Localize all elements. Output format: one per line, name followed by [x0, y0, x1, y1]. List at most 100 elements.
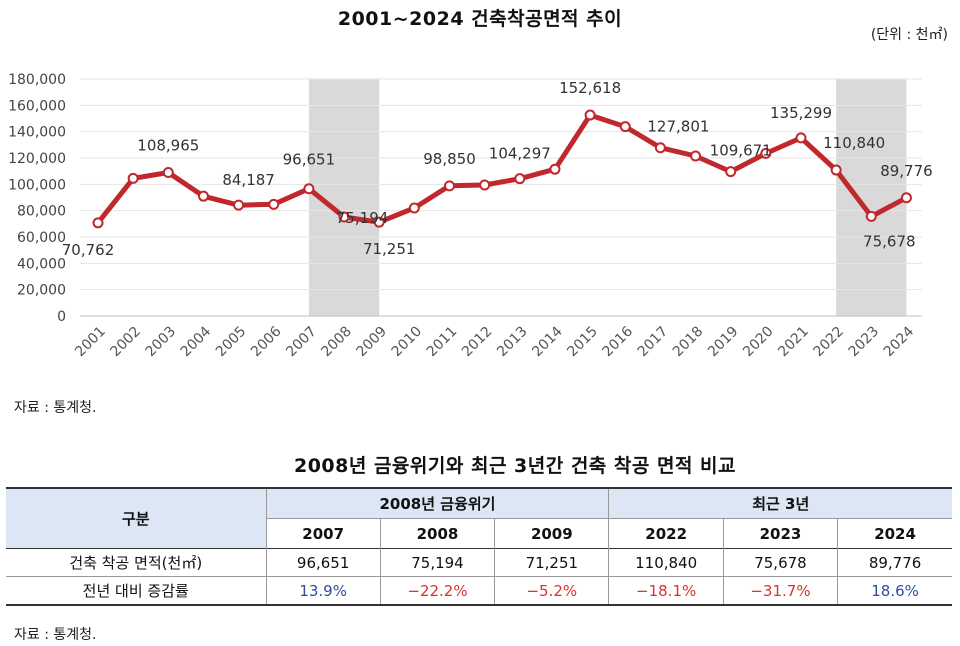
data-label: 70,762: [62, 241, 115, 259]
series-line: [95, 112, 909, 226]
table-cell: −5.2%: [494, 576, 610, 605]
year-header: 2024: [837, 518, 952, 549]
year-header: 2007: [266, 518, 381, 549]
y-tick-label: 100,000: [8, 177, 66, 193]
group-header-2008: 2008년 금융위기: [266, 488, 610, 519]
x-tick-label: 2013: [494, 324, 531, 361]
table-cell: −31.7%: [723, 576, 839, 605]
data-point: [162, 167, 174, 179]
data-point: [197, 190, 209, 202]
table-cell: 110,840: [608, 548, 724, 577]
data-point: [338, 211, 350, 223]
data-label: 75,194: [336, 209, 389, 227]
x-tick-label: 2020: [740, 324, 777, 361]
data-point: [127, 172, 139, 184]
x-tick-label: 2012: [459, 324, 496, 361]
x-tick-label: 2008: [318, 324, 355, 361]
x-tick-label: 2009: [354, 324, 391, 361]
table-cell: 75,194: [380, 548, 496, 577]
comparison-table: 구분 2008년 금융위기 최근 3년 2007 2008 2009 2022 …: [6, 487, 952, 606]
x-tick-label: 2010: [389, 324, 426, 361]
row-label: 건축 착공 면적(천㎡): [6, 548, 267, 577]
data-point: [690, 150, 702, 162]
x-tick-label: 2001: [72, 324, 109, 361]
data-label: 89,776: [880, 162, 933, 180]
y-tick-label: 60,000: [17, 230, 66, 246]
data-point: [233, 199, 245, 211]
data-point: [619, 121, 631, 133]
x-tick-label: 2015: [564, 324, 601, 361]
year-header: 2009: [494, 518, 610, 549]
data-label: 108,965: [137, 137, 199, 155]
x-tick-label: 2019: [705, 324, 742, 361]
gridlines: [80, 78, 922, 317]
data-label: 110,840: [823, 134, 885, 152]
table-cell: 96,651: [266, 548, 381, 577]
data-labels: 70,762 108,965 84,187 96,651 75,194 71,251 98,…: [62, 79, 933, 259]
data-label: 71,251: [363, 240, 416, 258]
y-tick-label: 80,000: [17, 204, 66, 220]
x-tick-label: 2023: [846, 324, 883, 361]
x-tick-label: 2011: [424, 324, 461, 361]
x-tick-label: 2003: [143, 324, 180, 361]
data-point: [373, 216, 385, 228]
data-point: [900, 192, 912, 204]
x-tick-label: 2018: [670, 324, 707, 361]
y-tick-label: 120,000: [8, 151, 66, 167]
y-tick-label: 0: [57, 309, 66, 325]
unit-label: (단위 : 천㎡): [870, 27, 948, 43]
data-point: [830, 164, 842, 176]
table-cell: −22.2%: [380, 576, 496, 605]
group-header-recent: 최근 3년: [608, 488, 952, 519]
data-point: [549, 163, 561, 175]
x-tick-label: 2024: [881, 323, 918, 360]
data-point: [865, 210, 877, 222]
data-point: [268, 198, 280, 210]
data-label: 75,678: [863, 232, 916, 250]
data-label: 96,651: [283, 151, 336, 169]
x-axis-ticks: 2001200220032004200520062007200820092010…: [72, 323, 917, 360]
data-point: [303, 183, 315, 195]
data-label: 109,671: [710, 142, 772, 160]
source-note-table: 자료 : 통계청.: [14, 627, 97, 643]
data-point: [479, 179, 491, 191]
data-point: [444, 180, 455, 192]
data-label: 98,850: [423, 150, 476, 168]
year-header: 2022: [608, 518, 724, 549]
x-tick-label: 2016: [600, 323, 637, 360]
table-row-area: 건축 착공 면적(천㎡) 96,651 75,194 71,251 110,84…: [6, 548, 952, 577]
x-tick-label: 2005: [213, 324, 250, 361]
x-tick-label: 2007: [283, 324, 320, 361]
x-tick-label: 2017: [635, 324, 672, 361]
table-row-change: 전년 대비 증감률 13.9% −22.2% −5.2% −18.1% −31.…: [6, 576, 952, 605]
table-title: 2008년 금융위기와 최근 3년간 건축 착공 면적 비교: [293, 455, 737, 477]
data-point: [760, 147, 772, 159]
data-label: 104,297: [489, 145, 551, 163]
table-header-groups: 구분 2008년 금융위기 최근 3년: [6, 488, 952, 549]
chart-title: 2001~2024 건축착공면적 추이: [337, 8, 623, 30]
table-cell: −18.1%: [608, 576, 724, 605]
x-tick-label: 2004: [178, 323, 215, 360]
table-cell: 18.6%: [871, 581, 919, 600]
data-label: 84,187: [222, 171, 275, 189]
data-point: [408, 202, 420, 214]
y-tick-label: 140,000: [8, 125, 66, 141]
row-label: 전년 대비 증감률: [6, 576, 267, 605]
data-label: 135,299: [770, 104, 832, 122]
table-header-years: 2007 2008 2009 2022 2023 2024: [6, 518, 952, 549]
line-chart: 0 20,000 40,000 60,000 80,000 100,000 120,000 1…: [8, 72, 933, 360]
data-points: [92, 109, 912, 229]
highlight-band: [836, 79, 907, 316]
y-tick-label: 40,000: [17, 256, 66, 272]
data-point: [654, 142, 666, 154]
data-point: [514, 173, 526, 185]
data-point: [584, 109, 596, 121]
y-tick-label: 160,000: [8, 98, 66, 114]
data-label: 152,618: [559, 79, 621, 97]
y-tick-label: 20,000: [17, 283, 66, 299]
data-point: [795, 132, 807, 144]
x-tick-label: 2021: [775, 324, 812, 361]
y-axis-ticks: 0 20,000 40,000 60,000 80,000 100,000 120,000 1…: [8, 72, 66, 325]
data-label: 127,801: [647, 118, 709, 136]
table-cell: 71,251: [494, 548, 610, 577]
